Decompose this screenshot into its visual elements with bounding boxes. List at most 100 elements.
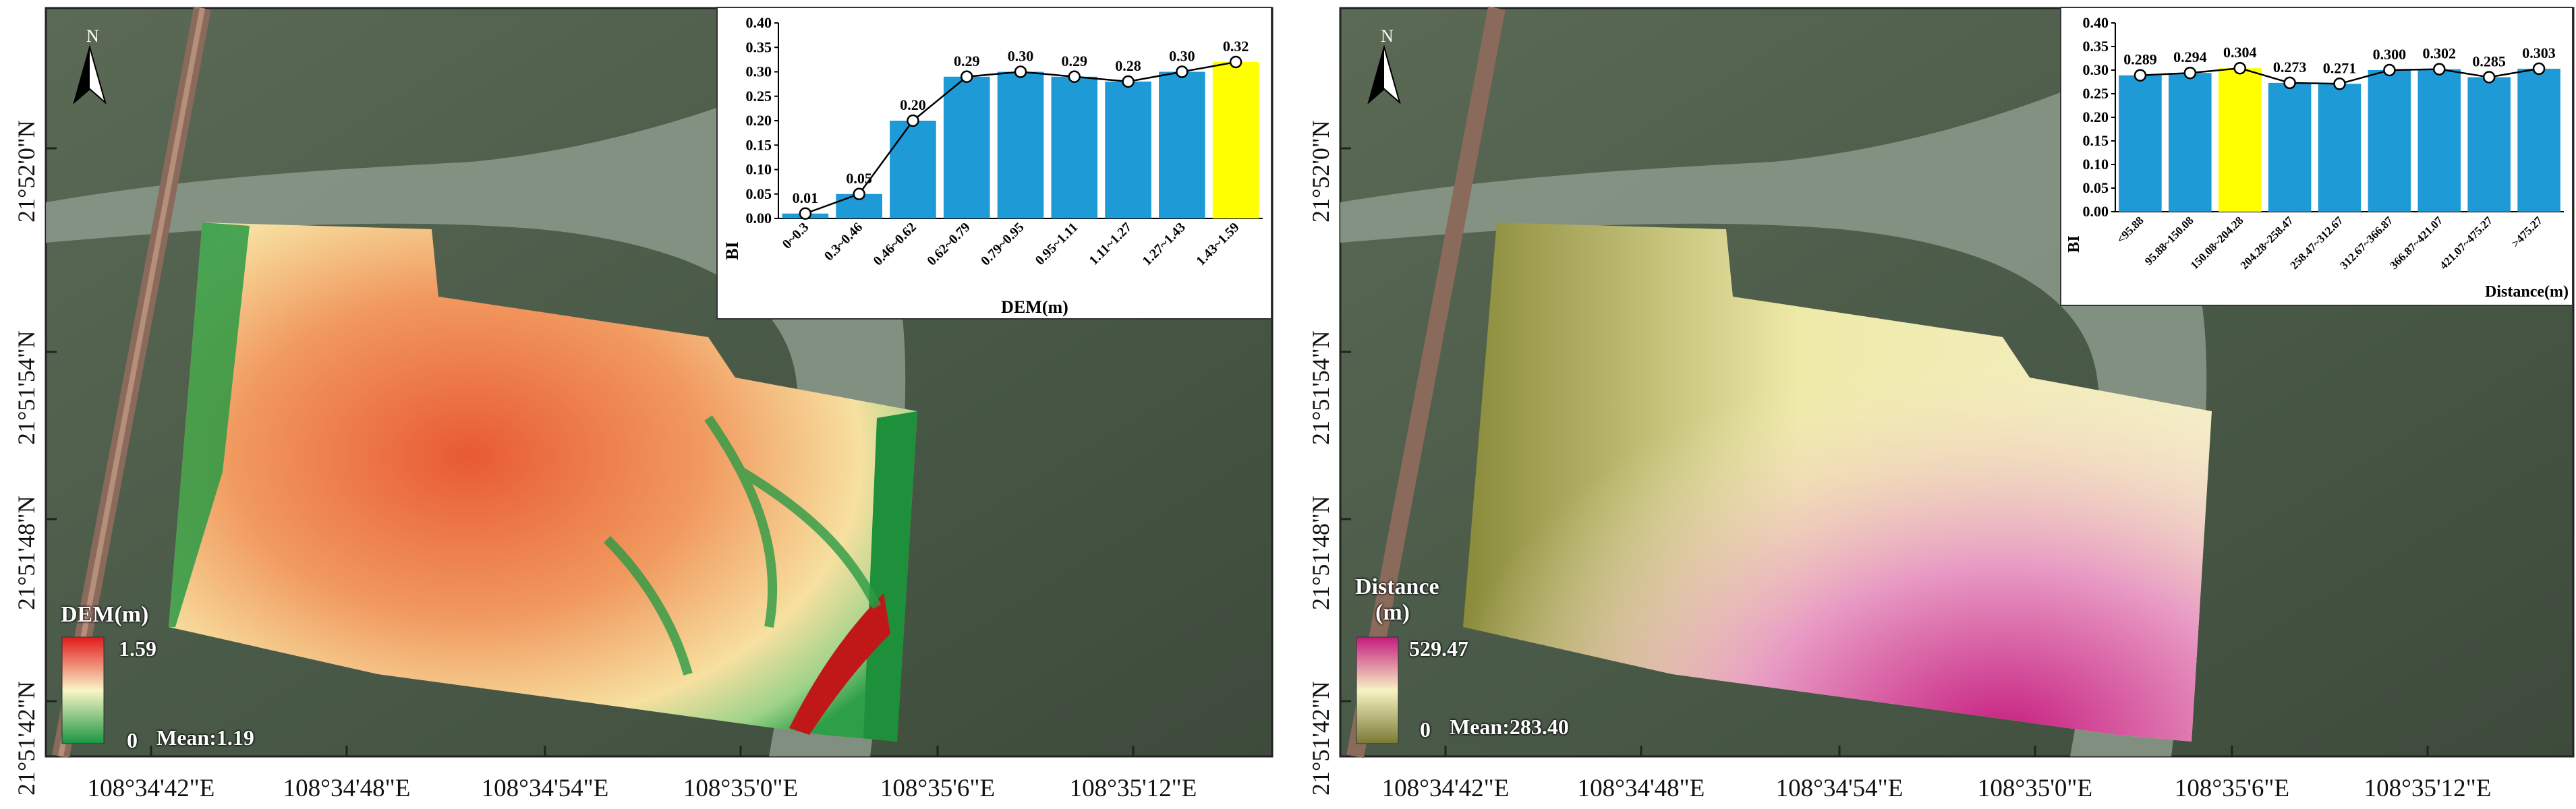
data-point — [2233, 61, 2246, 75]
bar — [1105, 82, 1151, 218]
y-tick-label: 0.10 — [2083, 156, 2109, 173]
y-axis-label: BI — [2065, 235, 2083, 252]
bar — [1212, 62, 1259, 218]
bar — [2467, 77, 2511, 212]
distance-legend-max: 529.47 — [1409, 636, 1468, 661]
data-point — [799, 207, 812, 220]
graticule-ticks — [46, 147, 1135, 756]
y-tick-label: 0.20 — [2083, 109, 2109, 125]
distance-bi-chart: 0.00 0.05 0.10 0.15 0.20 0.25 0.30 0.35 0.40 BI <9… — [2060, 7, 2573, 306]
x-tick-label: 0.62~0.79 — [924, 220, 973, 268]
y-tick-label: 0.25 — [2083, 85, 2109, 102]
lon-label: 108°35'6"E — [2174, 775, 2290, 802]
distance-map-panel: N Distance (m) 529.47 0 Mean:283.40 21°5… — [1301, 0, 2576, 809]
dem-legend-max: 1.59 — [119, 636, 156, 661]
lon-label: 108°35'0"E — [683, 775, 799, 802]
bar — [1159, 71, 1205, 218]
x-tick-label: 0~0.3 — [780, 220, 812, 252]
data-label: 0.294 — [2173, 49, 2207, 65]
bar — [890, 121, 936, 218]
data-label: 0.20 — [900, 96, 926, 113]
dem-legend-min: 0 — [127, 728, 138, 752]
y-tick-label: 0.15 — [746, 136, 772, 153]
y-tick-label: 0.40 — [2083, 14, 2109, 31]
bar — [943, 76, 990, 218]
distance-map-image — [1339, 6, 2575, 758]
data-label: 0.303 — [2522, 44, 2556, 61]
data-point — [2134, 69, 2147, 82]
dem-legend-mean: Mean:1.19 — [156, 725, 254, 750]
dem-map-panel: N DEM(m) 1.59 0 Mean:1.19 21°52'0"N 21°5… — [0, 0, 1275, 809]
x-axis-label: DEM(m) — [1001, 297, 1068, 317]
x-tick-label: <95.88 — [2114, 214, 2146, 245]
x-tick-label: 0.79~0.95 — [978, 220, 1027, 268]
north-arrow-icon: N — [1367, 27, 1401, 104]
x-tick-label: 1.11~1.27 — [1086, 220, 1135, 268]
lat-label: 21°51'48"N — [13, 496, 40, 610]
data-point — [1229, 55, 1242, 69]
y-tick-label: 0.30 — [2083, 61, 2109, 78]
x-axis-label: Distance(m) — [2485, 283, 2569, 301]
data-point — [1014, 65, 1027, 78]
lon-label: 108°34'48"E — [1577, 775, 1705, 802]
data-label: 0.01 — [793, 189, 819, 206]
x-tick-label: 150.08~204.28 — [2188, 214, 2246, 272]
data-point — [2183, 66, 2197, 80]
data-label: 0.30 — [1008, 48, 1034, 65]
data-point — [907, 114, 919, 127]
north-label: N — [86, 27, 99, 46]
bar — [2368, 70, 2411, 212]
lat-label: 21°51'42"N — [13, 681, 40, 796]
dem-bi-chart-svg: 0.00 0.05 0.10 0.15 0.20 0.25 0.30 0.35 0.40 BI 0~… — [722, 14, 1263, 317]
distance-bi-chart-svg: 0.00 0.05 0.10 0.15 0.20 0.25 0.30 0.35 0.40 BI <9… — [2065, 14, 2569, 301]
bar — [997, 71, 1044, 218]
y-tick-label: 0.05 — [2083, 179, 2109, 196]
x-tick-label: 1.27~1.43 — [1139, 220, 1188, 268]
bar — [1051, 76, 1098, 218]
bar — [2169, 73, 2212, 212]
data-point — [2333, 78, 2346, 90]
lon-label: 108°34'48"E — [283, 775, 411, 802]
bar — [2417, 69, 2461, 212]
data-label: 0.302 — [2423, 45, 2457, 62]
data-label: 0.30 — [1169, 48, 1195, 65]
data-point — [1122, 75, 1135, 88]
distance-legend-unit: (m) — [1375, 600, 1410, 625]
y-tick-label: 0.00 — [2083, 203, 2109, 220]
dem-legend-bar — [61, 636, 105, 744]
data-point — [853, 187, 865, 200]
y-tick-label: 0.35 — [2083, 38, 2109, 55]
data-label: 0.05 — [846, 170, 872, 187]
y-tick-label: 0.15 — [2083, 132, 2109, 149]
y-tick-label: 0.10 — [746, 161, 772, 178]
lat-label: 21°51'54"N — [13, 330, 40, 445]
bar — [2218, 68, 2262, 212]
data-point — [2383, 63, 2396, 77]
data-label: 0.29 — [1062, 53, 1088, 69]
lat-label: 21°51'48"N — [1307, 496, 1334, 610]
data-label: 0.300 — [2373, 46, 2407, 63]
data-point — [2283, 76, 2296, 90]
y-tick-label: 0.35 — [746, 38, 772, 55]
bar — [2268, 82, 2312, 212]
bar — [2318, 84, 2362, 212]
data-label: 0.289 — [2123, 51, 2157, 68]
lon-label: 108°34'42"E — [1381, 775, 1510, 802]
lat-label: 21°51'54"N — [1307, 330, 1334, 445]
data-point — [1176, 65, 1189, 78]
y-axis-label: BI — [722, 241, 742, 260]
y-tick-label: 0.30 — [746, 63, 772, 80]
lon-label: 108°34'54"E — [1775, 775, 1904, 802]
y-tick-label: 0.25 — [746, 88, 772, 104]
distance-legend-title: Distance — [1355, 574, 1439, 599]
data-label: 0.285 — [2472, 53, 2506, 70]
y-tick-label: 0.00 — [746, 210, 772, 227]
x-tick-label: 0.95~1.11 — [1033, 220, 1081, 268]
data-label: 0.29 — [954, 53, 980, 69]
distance-legend-bar — [1356, 636, 1399, 744]
distance-legend-mean: Mean:283.40 — [1450, 715, 1569, 739]
y-tick-label: 0.40 — [746, 14, 772, 31]
data-label: 0.28 — [1115, 57, 1141, 74]
north-label: N — [1381, 27, 1394, 46]
x-tick-label: 421.07~475.27 — [2437, 214, 2495, 272]
